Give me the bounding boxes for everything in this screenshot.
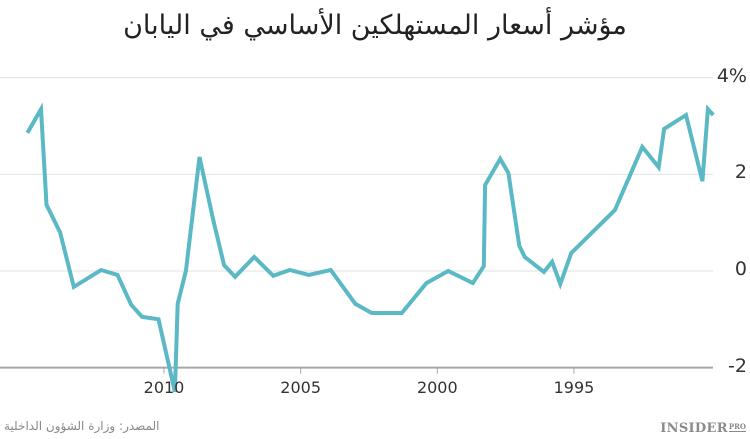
source-note: المصدر: وزارة الشؤون الداخلية <box>4 419 160 433</box>
y-tick-label: 4% <box>716 64 747 87</box>
x-tick-label: 2000 <box>416 378 458 397</box>
chart-title: مؤشر أسعار المستهلكين الأساسي في اليابان <box>123 10 627 41</box>
x-axis-ticks <box>163 367 575 374</box>
y-tick-label: 2 <box>734 161 747 184</box>
x-tick-label: 2010 <box>143 378 185 397</box>
brand-logo: INSIDERPRO <box>660 419 746 437</box>
cpi-line <box>25 102 715 393</box>
brand-name: INSIDER <box>660 421 728 436</box>
y-tick-label: 0 <box>734 258 747 280</box>
x-tick-label: 2005 <box>280 378 321 397</box>
gridlines <box>0 77 713 369</box>
brand-suffix: PRO <box>728 422 746 432</box>
y-tick-label: -2 <box>728 354 747 377</box>
x-tick-label: 1995 <box>553 378 595 397</box>
